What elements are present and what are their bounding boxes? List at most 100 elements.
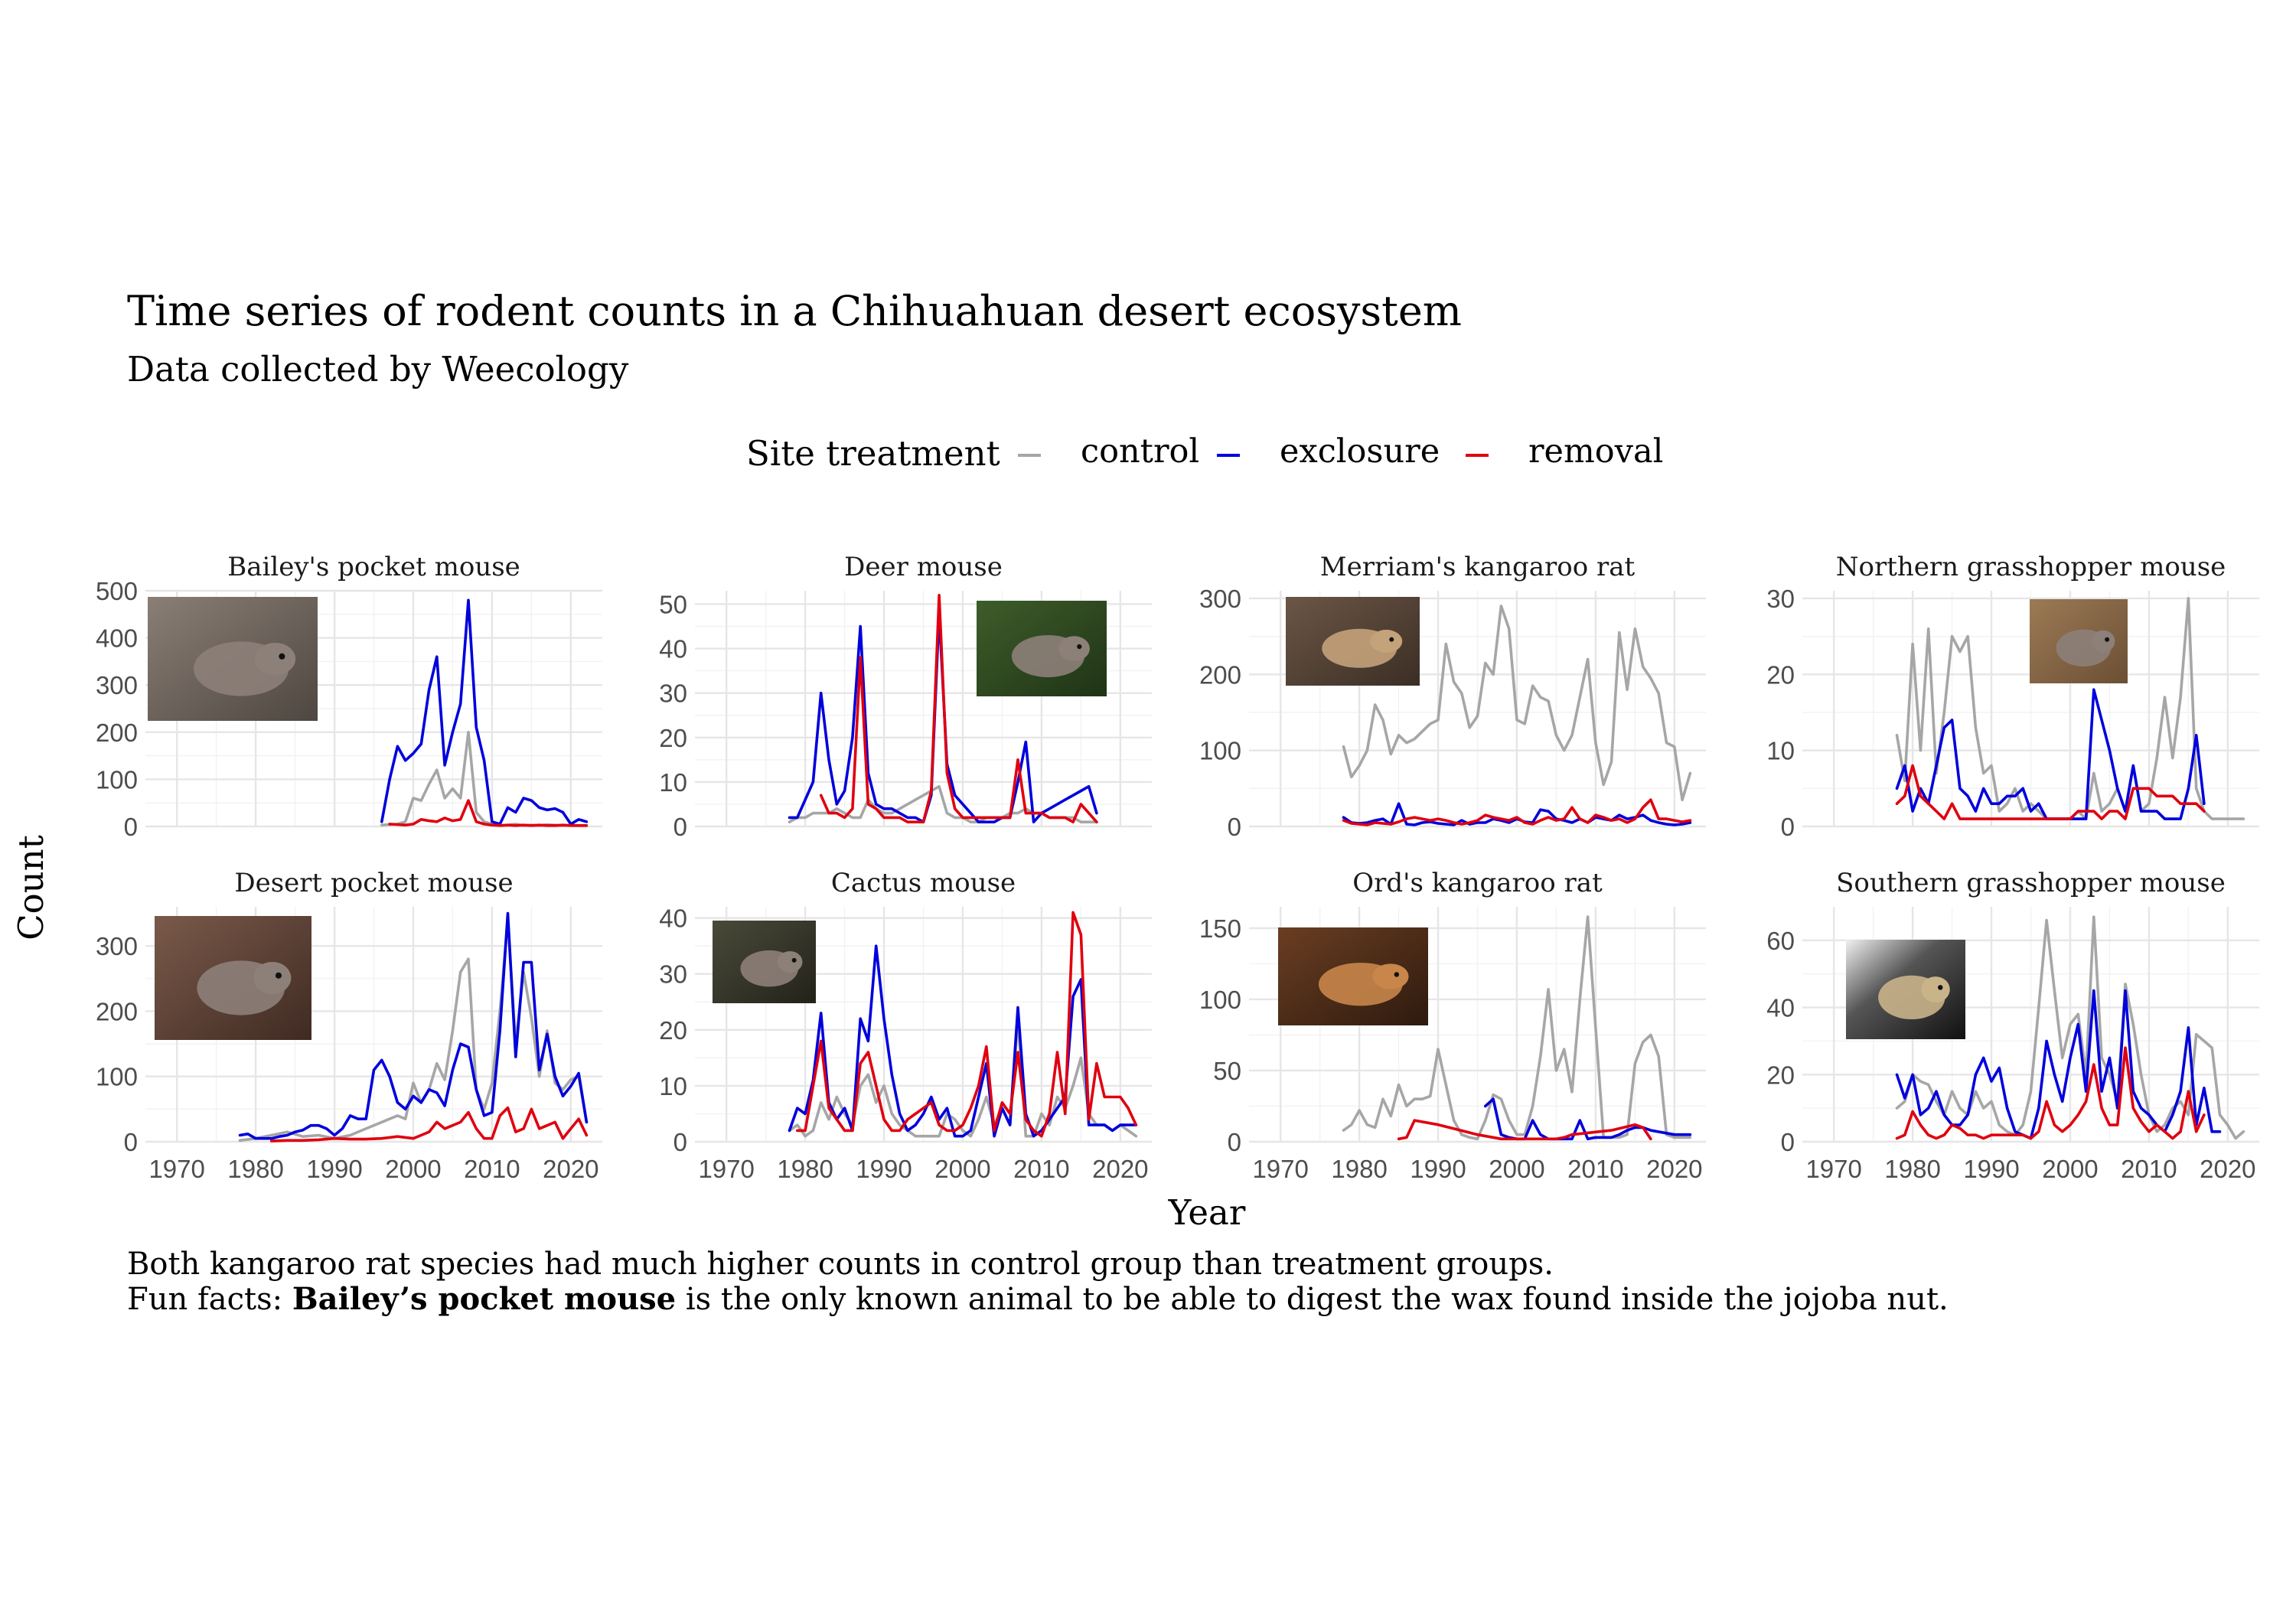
x-tick-label: 2010 (464, 1155, 520, 1183)
x-tick-label: 1990 (306, 1155, 362, 1183)
y-tick-label: 10 (1766, 737, 1795, 765)
panel-title: Deer mouse (844, 552, 1003, 582)
chart-subtitle: Data collected by Weecology (127, 349, 629, 390)
panel-ord-s-kangaroo-rat: 0 50 100 150 1970 1980 1990 2000 2010 2020 Ord's k… (1199, 868, 1706, 1183)
y-tick-label: 500 (96, 577, 138, 605)
y-tick-label: 0 (1228, 813, 1241, 841)
caption-line-2-suffix: is the only known animal to be able to d… (676, 1282, 1949, 1317)
series-removal-bailey-s-pocket-mouse (388, 799, 589, 827)
x-tick-label: 2000 (2042, 1155, 2098, 1183)
panel-title: Desert pocket mouse (234, 868, 513, 898)
series-exclosure-cactus-mouse (788, 944, 1138, 1138)
y-tick-label: 300 (96, 671, 138, 699)
y-tick-label: 300 (1199, 585, 1241, 613)
baileys-pocket-mouse-photo (148, 597, 318, 721)
x-tick-label: 1980 (1884, 1155, 1940, 1183)
series-removal-deer-mouse (819, 593, 1098, 823)
y-tick-label: 200 (96, 719, 138, 747)
y-tick-label: 20 (1766, 1061, 1795, 1089)
caption-line-2-bold: Bailey’s pocket mouse (292, 1281, 676, 1317)
ords-kangaroo-rat-photo (1278, 927, 1428, 1025)
southern-grasshopper-mouse-photo (1846, 940, 1965, 1039)
x-tick-label: 1980 (1331, 1155, 1387, 1183)
x-tick-label: 2020 (543, 1155, 598, 1183)
panel-southern-grasshopper-mouse: 0 20 40 60 1970 1980 1990 2000 2010 2020 Southern … (1766, 868, 2259, 1183)
series-control-ord-s-kangaroo-rat (1342, 915, 1692, 1141)
legend-title: Site treatment (746, 433, 1000, 474)
panel-northern-grasshopper-mouse: 0 10 20 30 Northern grasshopper mouse (1766, 552, 2259, 841)
x-tick-label: 2000 (934, 1155, 990, 1183)
y-tick-label: 0 (673, 1128, 687, 1156)
y-tick-label: 0 (1781, 1128, 1795, 1156)
x-tick-label: 1970 (148, 1155, 204, 1183)
y-tick-label: 10 (659, 768, 687, 797)
x-tick-label: 1980 (777, 1155, 833, 1183)
merriams-kangaroo-rat-photo (1286, 597, 1420, 686)
y-tick-label: 20 (659, 1016, 687, 1045)
panel-title: Merriam's kangaroo rat (1320, 552, 1636, 582)
y-tick-label: 40 (659, 905, 687, 933)
y-tick-label: 100 (96, 765, 138, 794)
series-removal-merriam-s-kangaroo-rat (1342, 798, 1692, 826)
series-control-merriam-s-kangaroo-rat (1342, 605, 1692, 801)
y-tick-label: 100 (1199, 986, 1241, 1014)
x-tick-label: 1970 (698, 1155, 754, 1183)
series-exclosure-southern-grasshopper-mouse (1895, 989, 2222, 1140)
y-tick-label: 40 (659, 635, 687, 663)
y-tick-label: 40 (1766, 994, 1795, 1022)
x-tick-label: 1990 (1410, 1155, 1466, 1183)
legend-label-exclosure: exclosure (1280, 432, 1440, 471)
series-removal-ord-s-kangaroo-rat (1397, 1119, 1652, 1141)
legend-label-control: control (1081, 432, 1199, 471)
y-tick-label: 200 (1199, 660, 1241, 689)
y-tick-label: 100 (1199, 737, 1241, 765)
y-tick-label: 0 (673, 813, 687, 841)
legend: Site treatment control exclosure removal (746, 432, 1663, 474)
x-tick-label: 2020 (1092, 1155, 1148, 1183)
y-axis-title: Count (11, 835, 51, 940)
y-tick-label: 50 (1213, 1057, 1241, 1085)
y-tick-label: 300 (96, 932, 138, 960)
x-tick-label: 2020 (1646, 1155, 1702, 1183)
y-tick-label: 20 (1766, 660, 1795, 689)
series-removal-northern-grasshopper-mouse (1895, 764, 2206, 820)
x-tick-label: 2000 (1489, 1155, 1544, 1183)
series-exclosure-bailey-s-pocket-mouse (380, 598, 589, 826)
northern-grasshopper-mouse-photo (2030, 599, 2128, 683)
y-tick-label: 30 (659, 680, 687, 708)
y-tick-label: 0 (124, 1128, 138, 1156)
x-tick-label: 2010 (1013, 1155, 1069, 1183)
caption-line-2: Fun facts: Bailey’s pocket mouse is the … (127, 1281, 1949, 1317)
x-tick-label: 2000 (385, 1155, 441, 1183)
y-tick-label: 10 (659, 1072, 687, 1100)
y-tick-label: 200 (96, 997, 138, 1025)
y-tick-label: 0 (1781, 813, 1795, 841)
caption-line-2-prefix: Fun facts: (127, 1282, 292, 1317)
x-tick-label: 1980 (227, 1155, 283, 1183)
panel-title: Southern grasshopper mouse (1836, 868, 2226, 898)
caption-line-1: Both kangaroo rat species had much highe… (127, 1247, 1554, 1282)
series-removal-southern-grasshopper-mouse (1895, 1046, 2206, 1140)
y-tick-label: 400 (96, 624, 138, 653)
y-tick-label: 50 (659, 590, 687, 618)
desert-pocket-mouse-photo (155, 916, 311, 1040)
chart-title: Time series of rodent counts in a Chihua… (127, 287, 1462, 335)
x-tick-label: 1990 (856, 1155, 912, 1183)
y-tick-label: 150 (1199, 914, 1241, 943)
x-tick-label: 2010 (1567, 1155, 1623, 1183)
panel-bailey-s-pocket-mouse: 0 100 200 300 400 500 Bailey's pocket mouse (96, 552, 602, 841)
x-tick-label: 1990 (1963, 1155, 2019, 1183)
y-tick-label: 30 (659, 960, 687, 989)
y-tick-label: 0 (124, 813, 138, 841)
x-tick-label: 2010 (2121, 1155, 2177, 1183)
x-axis-title: Year (1168, 1192, 1246, 1233)
x-tick-label: 1970 (1805, 1155, 1861, 1183)
panel-desert-pocket-mouse: 0 100 200 300 1970 1980 1990 2000 2010 2020 Desert… (96, 868, 602, 1183)
y-tick-label: 0 (1228, 1128, 1241, 1156)
legend-label-removal: removal (1528, 432, 1663, 471)
deer-mouse-photo (977, 601, 1107, 696)
panel-merriam-s-kangaroo-rat: 0 100 200 300 Merriam's kangaroo rat (1199, 552, 1706, 841)
panel-cactus-mouse: 0 10 20 30 40 1970 1980 1990 2000 2010 2020 Cactus … (659, 868, 1152, 1183)
